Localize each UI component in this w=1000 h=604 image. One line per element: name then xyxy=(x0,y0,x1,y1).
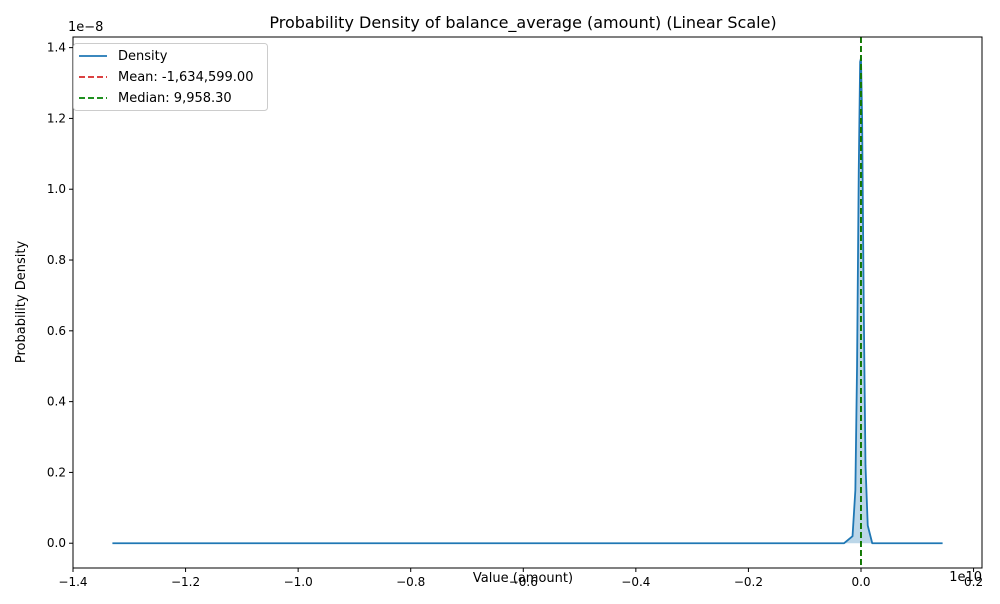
y-tick-label: 1.2 xyxy=(47,111,66,125)
chart-title: Probability Density of balance_average (… xyxy=(269,13,776,33)
y-axis-label: Probability Density xyxy=(14,241,29,364)
plot-frame xyxy=(72,36,983,569)
legend-density-label: Density xyxy=(118,49,168,64)
x-tick-label: −1.2 xyxy=(171,575,200,589)
x-tick-label: 0.2 xyxy=(964,575,983,589)
x-tick-label: −0.6 xyxy=(509,575,538,589)
y-tick-label: 0.4 xyxy=(47,395,66,409)
y-tick-label: 0.6 xyxy=(47,324,66,338)
y-scale-label: 1e−8 xyxy=(68,20,103,35)
y-tick-label: 1.0 xyxy=(47,182,66,196)
x-tick-label: −0.2 xyxy=(734,575,763,589)
density-fill xyxy=(112,58,943,544)
x-tick-label: −0.4 xyxy=(621,575,650,589)
density-line xyxy=(112,57,943,545)
x-tick-label: −0.8 xyxy=(396,575,425,589)
plot-area xyxy=(72,36,983,569)
x-scale-label: 1e10 xyxy=(949,570,982,585)
legend-median-label: Median: 9,958.30 xyxy=(118,91,232,106)
y-tick-label: 1.4 xyxy=(47,41,66,55)
legend-box xyxy=(73,43,268,111)
x-tick-label: 0.0 xyxy=(851,575,870,589)
legend: Density Mean: -1,634,599.00 Median: 9,95… xyxy=(73,43,268,111)
y-tick-label: 0.8 xyxy=(47,253,66,267)
legend-mean-label: Mean: -1,634,599.00 xyxy=(118,70,253,85)
y-tick-label: 0.2 xyxy=(47,465,66,479)
x-tick-label: −1.0 xyxy=(284,575,313,589)
x-tick-label: −1.4 xyxy=(58,575,87,589)
x-axis-label: Value (amount) xyxy=(473,571,573,586)
y-tick-label: 0.0 xyxy=(47,536,66,550)
